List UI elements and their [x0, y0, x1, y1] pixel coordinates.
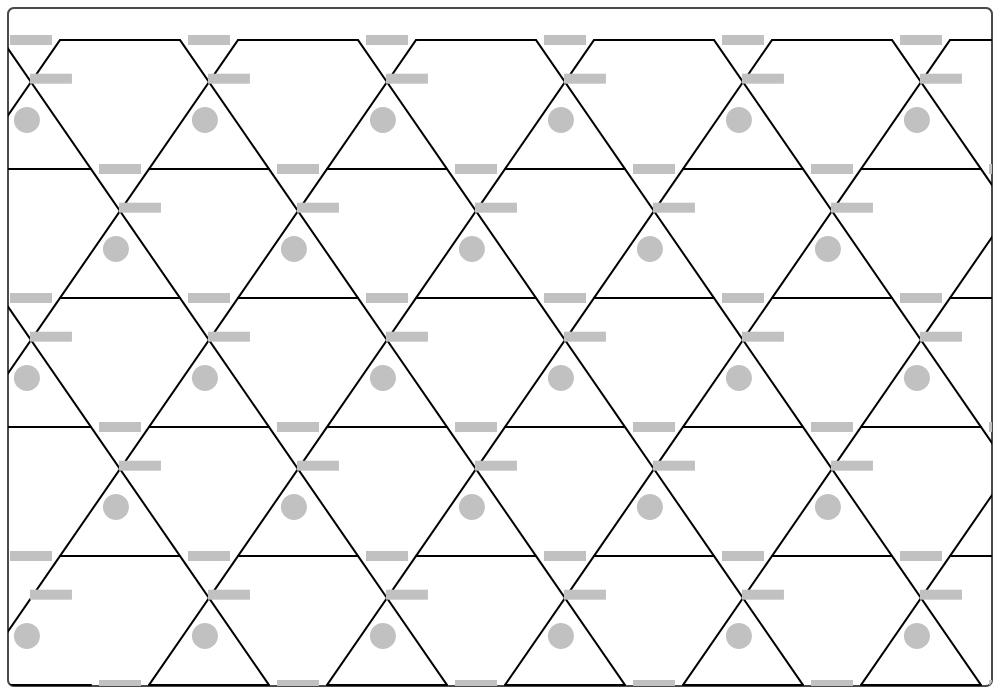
diagram-root — [0, 0, 1000, 694]
lattice-svg — [0, 0, 1000, 694]
